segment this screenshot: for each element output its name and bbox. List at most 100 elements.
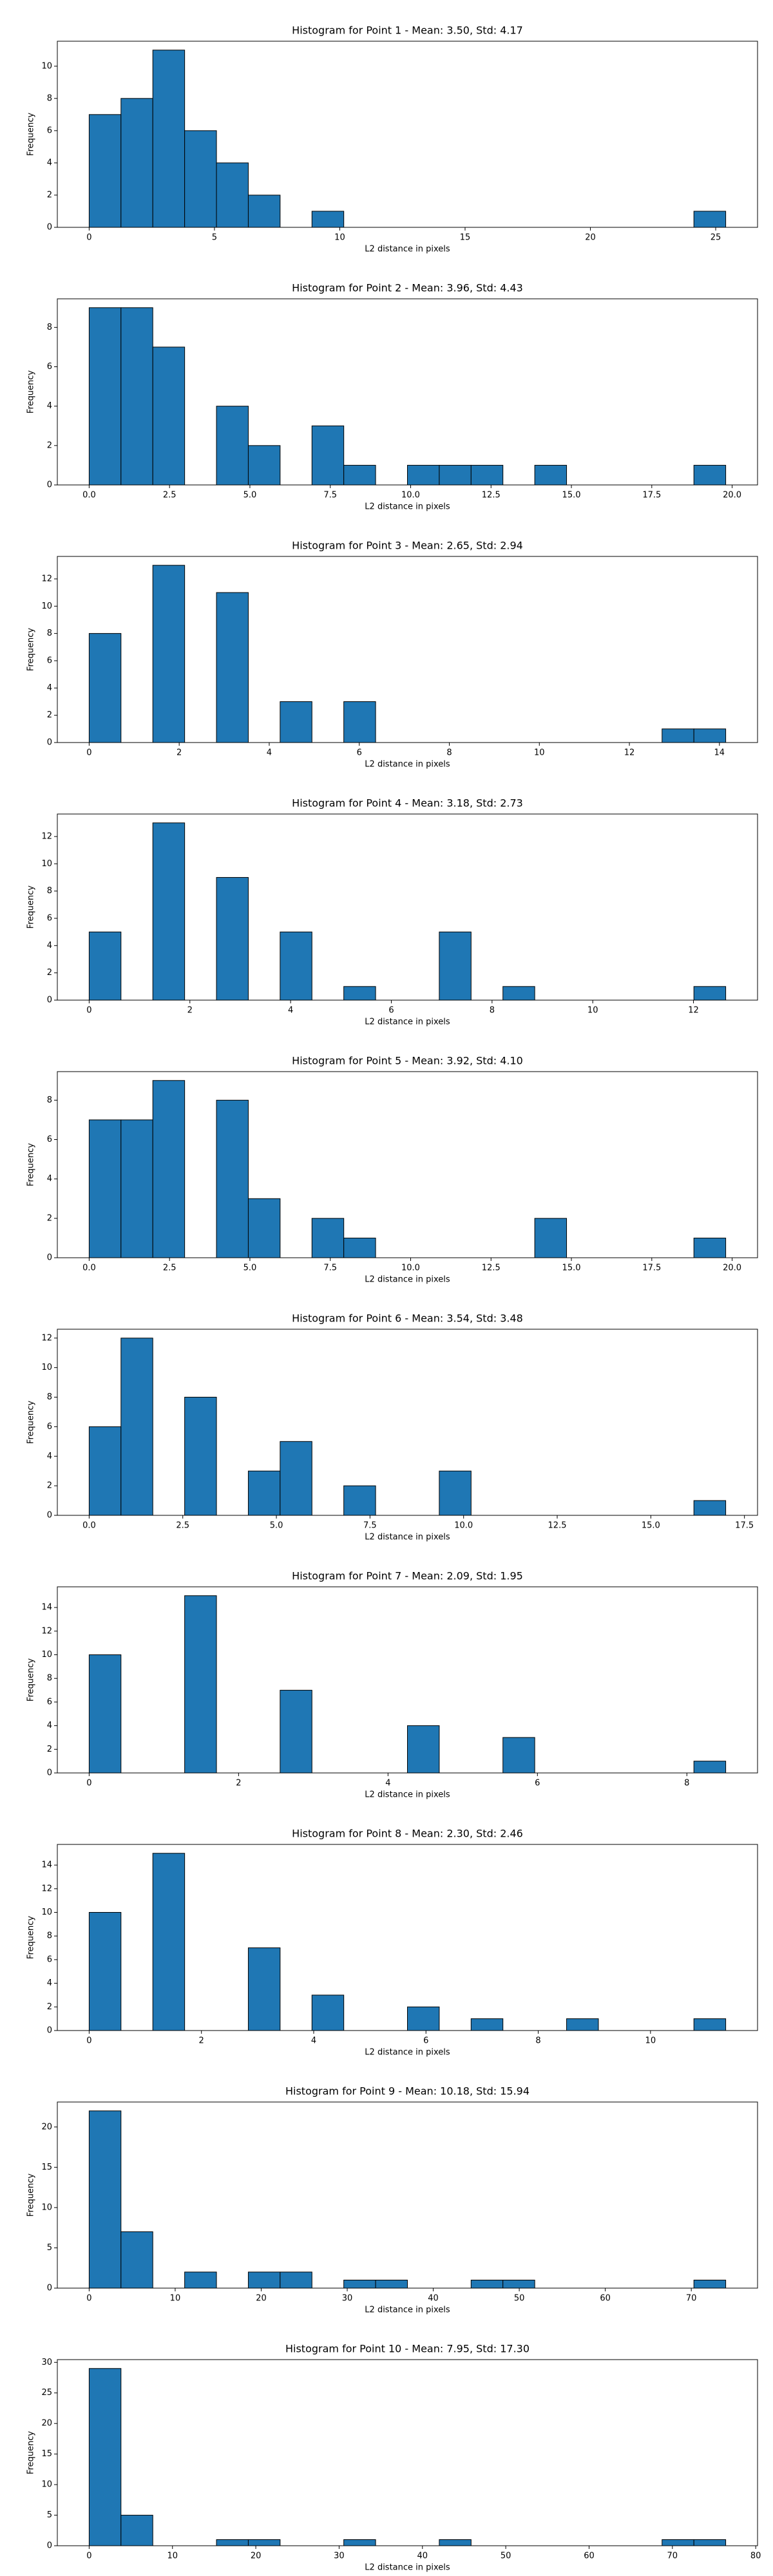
bar [120,2515,153,2546]
y-tick-label: 10 [41,1650,52,1660]
y-tick-label: 10 [41,601,52,611]
y-tick-label: 2 [47,190,52,200]
x-tick-label: 70 [667,2552,678,2561]
x-tick-label: 0.0 [82,491,96,500]
bar [693,1761,727,1774]
x-tick-label: 60 [584,2552,595,2561]
bar [343,701,376,743]
bar [439,1470,472,1516]
bar [693,2018,727,2031]
y-tick-label: 4 [47,1978,52,1988]
bar [407,464,440,486]
bar [280,1690,312,1774]
x-tick-label: 5.0 [243,1264,257,1273]
axes-frame [57,1329,758,1516]
x-tick-label: 8 [684,1779,689,1788]
bar [120,1119,153,1258]
bar [247,2271,281,2289]
x-tick-label: 5.0 [243,491,257,500]
x-tick-label: 17.5 [642,491,661,500]
y-tick-label: 30 [41,2358,52,2367]
bar [343,986,376,1001]
y-tick-label: 12 [41,1333,52,1343]
axes-frame [57,1844,758,2031]
y-axis-label: Frequency [26,886,36,929]
y-tick-label: 10 [41,859,52,869]
y-tick-label: 10 [41,1908,52,1917]
bar [502,986,535,1001]
bar [407,2006,440,2031]
x-tick-label: 2 [177,748,182,758]
chart-title: Histogram for Point 9 - Mean: 10.18, Std… [285,2085,530,2098]
x-tick-label: 7.5 [323,1264,337,1273]
x-tick-label: 5.0 [270,1521,283,1531]
x-tick-label: 50 [514,2294,525,2304]
x-tick-label: 6 [388,1006,394,1016]
x-tick-label: 7.5 [323,491,337,500]
x-tick-label: 0.0 [82,1264,96,1273]
y-tick-label: 10 [41,61,52,71]
x-tick-label: 60 [600,2294,611,2304]
bar [534,464,568,486]
x-tick-label: 2 [187,1006,193,1016]
y-tick-label: 6 [47,656,52,665]
x-tick-label: 0 [86,2552,91,2561]
x-axis-label: L2 distance in pixels [365,1018,450,1027]
bar [343,2279,376,2289]
x-axis-label: L2 distance in pixels [365,2306,450,2315]
x-axis-label: L2 distance in pixels [365,1533,450,1542]
bar [280,701,312,743]
x-tick-label: 17.5 [735,1521,754,1531]
bar [120,1338,153,1516]
x-tick-label: 20.0 [723,491,741,500]
y-tick-label: 5 [47,2510,52,2520]
y-axis-label: Frequency [26,628,36,671]
x-tick-label: 10 [534,748,545,758]
bar [216,406,249,486]
bar [88,2368,122,2546]
x-tick-label: 4 [267,748,272,758]
x-tick-label: 10 [334,233,345,243]
axes-frame [57,2101,758,2289]
y-axis-label: Frequency [26,1143,36,1186]
y-tick-label: 6 [47,126,52,135]
bar [343,1485,376,1516]
bar [152,50,186,228]
x-tick-label: 10 [170,2294,181,2304]
y-tick-label: 10 [41,2480,52,2490]
x-tick-label: 20 [585,233,596,243]
y-axis-label: Frequency [26,2431,36,2474]
x-axis-label: L2 distance in pixels [365,1275,450,1285]
x-tick-label: 12.5 [548,1521,567,1531]
y-axis-label: Frequency [26,1916,36,1959]
x-axis-label: L2 distance in pixels [365,245,450,254]
x-tick-label: 10 [645,2036,656,2046]
bar [247,2539,281,2546]
y-tick-label: 0 [47,2284,52,2293]
y-tick-label: 2 [47,968,52,978]
y-tick-label: 6 [47,362,52,372]
y-tick-label: 2 [47,1745,52,1754]
y-tick-label: 0 [47,1253,52,1263]
y-tick-label: 4 [47,683,52,693]
x-axis-label: L2 distance in pixels [365,2048,450,2058]
bar [502,1737,535,1774]
x-tick-label: 5 [212,233,217,243]
y-tick-label: 8 [47,1931,52,1941]
x-tick-label: 15 [460,233,471,243]
bar [693,2279,727,2289]
bar [439,464,472,486]
x-tick-label: 6 [423,2036,428,2046]
bar [120,2231,153,2289]
x-tick-label: 25 [711,233,721,243]
y-tick-label: 2 [47,440,52,450]
bar [88,1912,122,2031]
x-tick-label: 8 [490,1006,495,1016]
y-tick-label: 0 [47,1768,52,1778]
chart-title: Histogram for Point 10 - Mean: 7.95, Std… [285,2343,530,2355]
y-tick-label: 0 [47,223,52,232]
bar [311,1218,345,1258]
bar [88,1119,122,1258]
bar [247,1947,281,2031]
